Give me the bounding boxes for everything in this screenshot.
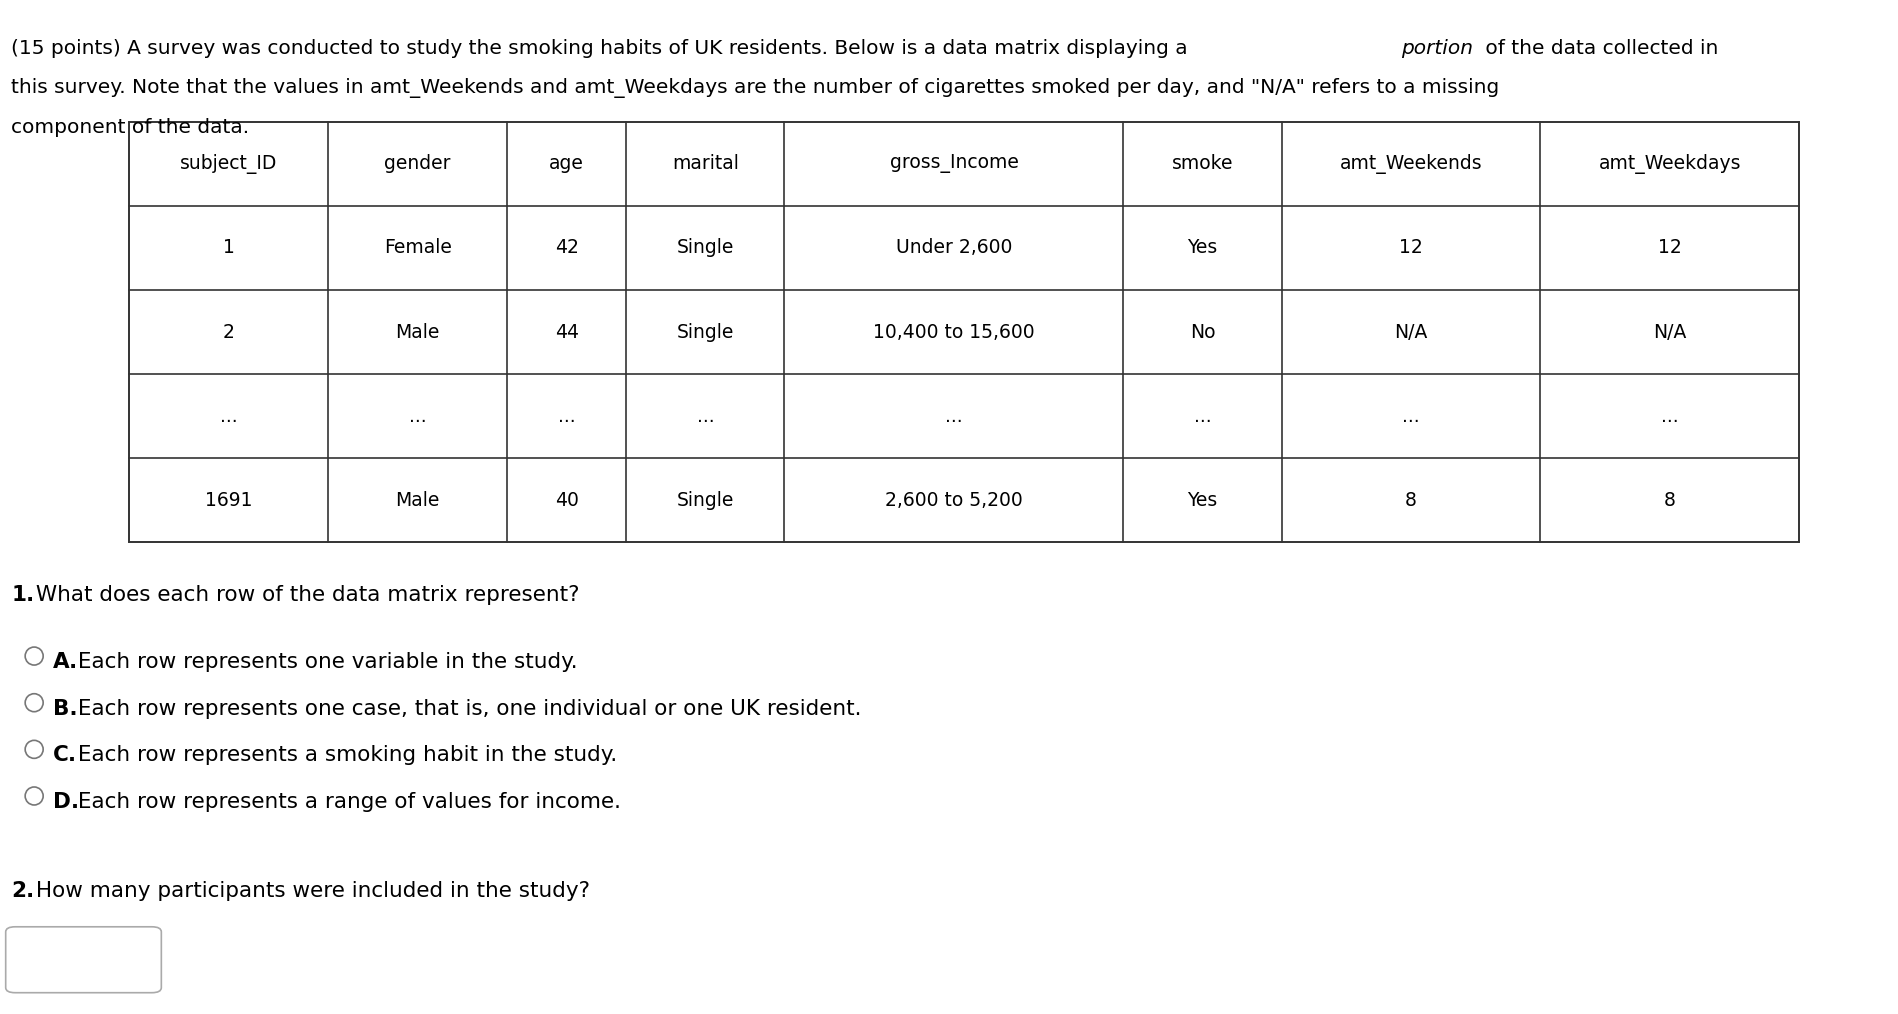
Text: 12: 12	[1659, 238, 1682, 258]
Text: N/A: N/A	[1653, 322, 1687, 342]
Text: Male: Male	[395, 322, 440, 342]
Text: N/A: N/A	[1395, 322, 1427, 342]
Text: Each row represents a smoking habit in the study.: Each row represents a smoking habit in t…	[72, 745, 617, 766]
FancyBboxPatch shape	[129, 122, 1799, 542]
Text: 12: 12	[1399, 238, 1424, 258]
Text: of the data collected in: of the data collected in	[1479, 39, 1718, 58]
Text: portion: portion	[1401, 39, 1473, 58]
Text: age: age	[549, 154, 585, 173]
Text: 8: 8	[1665, 491, 1676, 510]
Text: amt_Weekdays: amt_Weekdays	[1598, 154, 1740, 173]
Text: Single: Single	[678, 491, 735, 510]
Text: 8: 8	[1405, 491, 1418, 510]
Text: gender: gender	[385, 154, 452, 173]
Text: (15 points) A survey was conducted to study the smoking habits of UK residents. : (15 points) A survey was conducted to st…	[11, 39, 1194, 58]
Text: Single: Single	[678, 322, 735, 342]
Text: subject_ID: subject_ID	[180, 154, 277, 173]
Text: C.: C.	[53, 745, 76, 766]
Text: component of the data.: component of the data.	[11, 118, 249, 137]
Text: Yes: Yes	[1188, 238, 1219, 258]
Text: A.: A.	[53, 652, 78, 672]
Text: ...: ...	[1403, 407, 1420, 426]
Text: 2.: 2.	[11, 881, 34, 901]
Text: D.: D.	[53, 792, 80, 812]
Text: Under 2,600: Under 2,600	[896, 238, 1012, 258]
Text: 1691: 1691	[205, 491, 252, 510]
Text: B.: B.	[53, 699, 78, 719]
Text: marital: marital	[672, 154, 738, 173]
Text: ...: ...	[408, 407, 427, 426]
Text: 2,600 to 5,200: 2,600 to 5,200	[884, 491, 1023, 510]
Text: ...: ...	[1661, 407, 1678, 426]
Text: this survey. Note that the values in amt_Weekends and amt_Weekdays are the numbe: this survey. Note that the values in amt…	[11, 78, 1499, 98]
Text: ...: ...	[558, 407, 575, 426]
Text: How many participants were included in the study?: How many participants were included in t…	[30, 881, 590, 901]
Text: 2: 2	[222, 322, 235, 342]
Text: Each row represents a range of values for income.: Each row represents a range of values fo…	[72, 792, 621, 812]
Text: ...: ...	[697, 407, 714, 426]
Text: No: No	[1190, 322, 1215, 342]
Text: 42: 42	[554, 238, 579, 258]
Text: ...: ...	[220, 407, 237, 426]
Text: Male: Male	[395, 491, 440, 510]
Text: Each row represents one variable in the study.: Each row represents one variable in the …	[72, 652, 577, 672]
Text: 44: 44	[554, 322, 579, 342]
Text: Each row represents one case, that is, one individual or one UK resident.: Each row represents one case, that is, o…	[72, 699, 862, 719]
Text: ...: ...	[945, 407, 962, 426]
Text: ...: ...	[1194, 407, 1211, 426]
Text: 1: 1	[222, 238, 235, 258]
Text: Yes: Yes	[1188, 491, 1219, 510]
FancyBboxPatch shape	[6, 927, 161, 993]
Text: 40: 40	[554, 491, 579, 510]
Text: amt_Weekends: amt_Weekends	[1340, 154, 1482, 173]
Text: What does each row of the data matrix represent?: What does each row of the data matrix re…	[30, 585, 581, 605]
Text: gross_Income: gross_Income	[890, 154, 1019, 173]
Text: smoke: smoke	[1171, 154, 1234, 173]
Text: 1.: 1.	[11, 585, 34, 605]
Text: 10,400 to 15,600: 10,400 to 15,600	[873, 322, 1034, 342]
Text: Female: Female	[383, 238, 452, 258]
Text: Single: Single	[678, 238, 735, 258]
